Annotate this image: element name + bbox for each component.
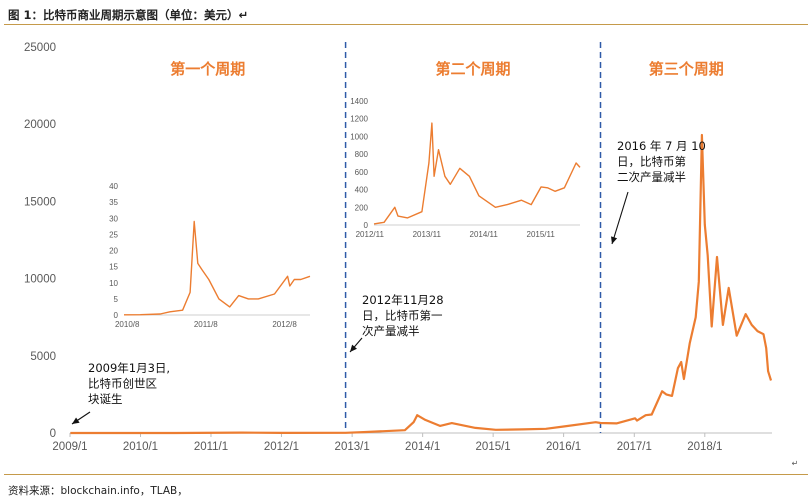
inset-price-line [373,122,581,225]
inset-x-tick-label: 2012/8 [272,320,297,329]
inset-y-tick-label: 20 [109,247,118,256]
x-tick-label: 2010/1 [123,441,158,453]
annotation-text: 块诞生 [88,392,123,406]
annotation-arrowhead [72,417,80,424]
inset-y-tick-label: 800 [355,150,369,159]
inset-y-tick-label: 5 [114,295,119,304]
inset-y-tick-label: 600 [355,168,369,177]
inset-x-tick-label: 2013/11 [413,230,442,239]
annotation-text: 日，比特币第 [617,155,686,169]
x-tick-label: 2016/1 [546,441,581,453]
annotation-arrowhead [350,344,357,352]
cycle-label: 第二个周期 [436,60,511,78]
inset-y-tick-label: 1000 [350,132,368,141]
annotation-text: 比特币创世区 [88,377,157,391]
cycle-label: 第一个周期 [170,60,245,78]
x-tick-label: 2018/1 [687,441,722,453]
inset-y-tick-label: 10 [109,279,118,288]
inset-y-tick-label: 15 [109,263,118,272]
inset-y-tick-label: 30 [109,214,118,223]
inset-y-tick-label: 400 [355,186,369,195]
inset-price-line [123,220,311,316]
y-tick-label: 0 [50,428,56,440]
inset-x-tick-label: 2010/8 [115,320,140,329]
annotation-arrow [611,191,629,245]
inset-y-tick-label: 25 [109,230,118,239]
inset-x-tick-label: 2015/11 [527,230,556,239]
return-mark: ↵ [792,459,799,468]
cycle-label: 第三个周期 [649,60,724,78]
source-note: 资料来源：blockchain.info，TLAB， [8,485,188,497]
inset-y-tick-label: 0 [364,221,369,230]
title-divider [4,24,808,25]
inset-y-tick-label: 1200 [350,115,368,124]
x-tick-label: 2013/1 [335,441,370,453]
annotation-text: 2009年1月3日, [88,361,170,375]
price-line [70,133,773,435]
inset-y-tick-label: 0 [114,311,119,320]
inset-y-tick-label: 200 [355,203,369,212]
inset-x-tick-label: 2011/8 [194,320,218,329]
inset-y-tick-label: 35 [109,198,118,207]
inset-x-tick-label: 2014/11 [470,230,499,239]
cycle-labels: 第一个周期 第二个周期 第三个周期 [170,60,723,78]
annotation-text: 日，比特币第一 [362,309,443,323]
x-tick-label: 2014/1 [405,441,440,453]
halving-dividers [344,42,602,433]
inset-chart-cycle-1: 0 5 10 15 20 25 30 35 40 2010/8 2011/8 2012/8 [109,182,311,329]
bottom-divider [4,474,808,475]
annotation-text: 2012年11月28 [362,293,444,307]
inset-y-tick-label: 1400 [350,97,368,106]
x-tick-label: 2017/1 [617,441,652,453]
price-series [70,133,773,435]
x-tick-label: 2011/1 [194,441,228,453]
inset-x-tick-label: 2012/11 [356,230,385,239]
inset-y-tick-label: 40 [109,182,118,191]
x-tick-label: 2009/1 [52,441,87,453]
inset-chart-cycle-2: 0 200 400 600 800 1000 1200 1400 2012/11 2013/11 2… [350,97,581,239]
annotation-arrowhead [611,236,618,244]
y-tick-label: 5000 [30,351,56,363]
annotation-text: 二次产量减半 [617,170,686,184]
y-tick-label: 25000 [24,42,56,54]
annotation-text: 次产量减半 [362,324,420,338]
annotation-text: 2016 年 7 月 10 [617,139,706,153]
x-tick-label: 2015/1 [476,441,511,453]
y-tick-label: 20000 [24,119,56,131]
figure-title: 图 1：比特币商业周期示意图（单位：美元）↵ [8,8,249,22]
x-tick-label: 2012/1 [264,441,299,453]
y-tick-label: 15000 [24,196,56,208]
y-tick-label: 10000 [24,274,56,286]
